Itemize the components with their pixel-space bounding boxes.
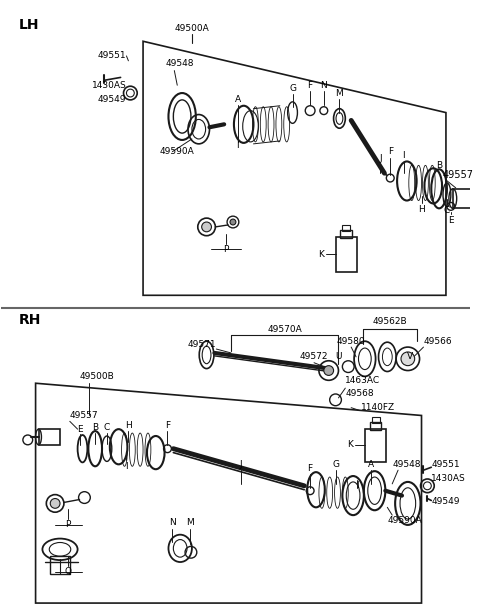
- Text: E: E: [448, 216, 454, 225]
- Text: 49590A: 49590A: [160, 147, 194, 156]
- Bar: [453, 188, 476, 208]
- Text: E: E: [77, 424, 83, 434]
- Text: 1430AS: 1430AS: [92, 81, 126, 90]
- Text: J: J: [379, 154, 382, 163]
- Circle shape: [230, 219, 236, 225]
- Circle shape: [324, 366, 334, 375]
- Text: 49572: 49572: [300, 352, 328, 362]
- Bar: [38, 429, 60, 445]
- Bar: [365, 429, 386, 463]
- Text: I: I: [403, 151, 405, 160]
- Text: I: I: [125, 462, 128, 471]
- Text: 49568: 49568: [345, 389, 374, 399]
- Text: LH: LH: [19, 18, 39, 31]
- Text: K: K: [318, 249, 324, 259]
- Text: G: G: [289, 84, 296, 92]
- Text: 49548: 49548: [166, 59, 194, 68]
- Text: F: F: [308, 81, 312, 90]
- Text: N: N: [169, 519, 176, 527]
- Text: V: V: [407, 352, 413, 362]
- Text: B: B: [92, 423, 98, 432]
- Text: 1140FZ: 1140FZ: [361, 403, 395, 412]
- Circle shape: [202, 222, 212, 232]
- Bar: [50, 556, 70, 573]
- Text: 49570A: 49570A: [267, 325, 302, 334]
- Bar: [336, 237, 357, 272]
- Text: 49557: 49557: [443, 170, 474, 180]
- Bar: [340, 230, 352, 238]
- Text: 1430AS: 1430AS: [432, 474, 466, 482]
- Text: I: I: [356, 481, 359, 490]
- Text: 49580: 49580: [337, 337, 365, 346]
- Text: 1463AC: 1463AC: [345, 376, 381, 385]
- Text: I: I: [237, 141, 239, 150]
- Text: H: H: [125, 421, 132, 430]
- Text: A: A: [368, 460, 374, 469]
- Text: C: C: [444, 206, 450, 215]
- Text: 49549: 49549: [432, 497, 460, 506]
- Text: RH: RH: [19, 313, 41, 326]
- Text: J: J: [240, 460, 242, 469]
- Text: M: M: [336, 89, 343, 97]
- Circle shape: [50, 498, 60, 508]
- Text: 49500B: 49500B: [80, 372, 114, 381]
- Circle shape: [401, 352, 415, 366]
- Bar: [370, 423, 382, 430]
- Text: H: H: [418, 205, 425, 214]
- Text: 49551: 49551: [98, 51, 126, 60]
- Text: 49571: 49571: [187, 339, 216, 349]
- Text: F: F: [388, 147, 393, 156]
- Text: A: A: [235, 95, 241, 104]
- Text: F: F: [165, 421, 170, 430]
- Text: G: G: [332, 460, 339, 469]
- Text: F: F: [308, 464, 312, 472]
- Text: 49548: 49548: [392, 460, 420, 469]
- Text: U: U: [335, 352, 342, 362]
- Text: 49557: 49557: [70, 411, 98, 420]
- Text: 49562B: 49562B: [373, 317, 408, 326]
- Text: P: P: [223, 245, 229, 254]
- Text: N: N: [321, 81, 327, 90]
- Text: Q: Q: [64, 567, 72, 577]
- Text: P: P: [65, 521, 71, 529]
- Bar: [342, 225, 350, 231]
- Text: C: C: [104, 423, 110, 432]
- Text: 49551: 49551: [432, 460, 460, 469]
- Text: M: M: [186, 519, 194, 527]
- Bar: [372, 418, 380, 423]
- Text: B: B: [436, 161, 442, 170]
- Text: K: K: [347, 440, 353, 449]
- Text: 49500A: 49500A: [175, 24, 209, 33]
- Text: 49590A: 49590A: [387, 516, 422, 524]
- Text: 49549: 49549: [98, 95, 126, 104]
- Text: 49566: 49566: [423, 337, 452, 346]
